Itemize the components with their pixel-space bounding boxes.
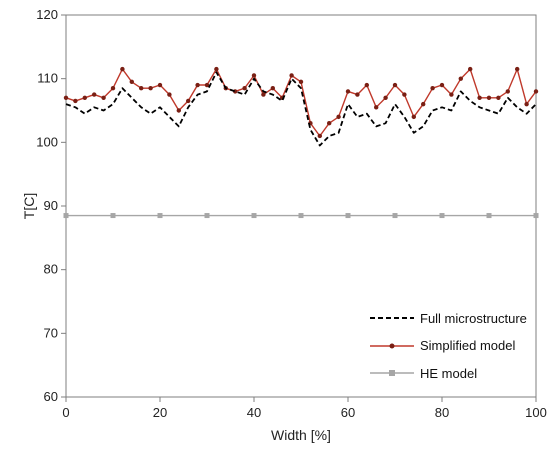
legend-marker-simplified-model [389, 343, 395, 349]
y-axis-title: T[C] [21, 193, 37, 219]
data-point-simplified-model [345, 89, 351, 94]
data-point-simplified-model [204, 82, 210, 88]
data-point-simplified-model [270, 86, 275, 91]
x-tick-label: 80 [435, 405, 449, 420]
data-point-simplified-model [73, 98, 78, 104]
data-point-he-model [251, 213, 257, 219]
series-layer [63, 66, 539, 219]
x-tick-label: 100 [525, 405, 547, 420]
data-point-he-model [533, 213, 539, 219]
data-point-simplified-model [92, 92, 97, 97]
data-point-simplified-model [101, 95, 106, 100]
y-tick-label: 60 [44, 389, 58, 404]
data-point-simplified-model [63, 95, 69, 100]
data-point-simplified-model [148, 86, 153, 91]
data-point-simplified-model [298, 79, 304, 85]
legend-label-full-microstructure: Full microstructure [420, 311, 527, 326]
legend: Full microstructure Simplified model HE … [370, 311, 527, 381]
data-point-simplified-model [120, 66, 125, 72]
data-point-simplified-model [364, 82, 369, 88]
legend-label-simplified-model: Simplified model [420, 338, 515, 353]
y-tick-label: 70 [44, 325, 58, 340]
data-point-simplified-model [214, 66, 219, 72]
data-point-he-model [204, 213, 210, 219]
data-point-simplified-model [383, 95, 388, 100]
x-tick-label: 20 [153, 405, 167, 420]
data-point-simplified-model [468, 66, 473, 72]
data-point-simplified-model [355, 92, 360, 97]
y-axis-ticks: 60 70 80 90 100 110 120 [36, 7, 66, 404]
y-tick-label: 90 [44, 198, 58, 213]
x-tick-label: 0 [62, 405, 69, 420]
data-point-simplified-model [157, 82, 163, 88]
data-point-simplified-model [402, 92, 407, 97]
data-point-simplified-model [139, 86, 144, 91]
data-point-simplified-model [251, 73, 257, 78]
x-axis-title: Width [%] [271, 427, 331, 443]
data-point-simplified-model [261, 92, 266, 97]
data-point-simplified-model [515, 66, 520, 72]
data-point-he-model [345, 213, 351, 219]
data-point-simplified-model [82, 95, 88, 100]
series-line-full-microstructure [65, 71, 537, 147]
data-point-simplified-model [486, 95, 492, 100]
data-point-simplified-model [430, 86, 435, 91]
legend-label-he-model: HE model [420, 366, 477, 381]
data-point-simplified-model [505, 89, 510, 94]
data-point-he-model [392, 213, 398, 219]
data-point-simplified-model [176, 108, 181, 113]
data-point-simplified-model [439, 82, 445, 88]
plot-area [65, 14, 537, 398]
data-point-simplified-model [524, 101, 529, 107]
data-point-simplified-model [242, 86, 247, 91]
y-tick-label: 110 [37, 71, 58, 86]
data-point-simplified-model [458, 76, 463, 81]
x-tick-label: 60 [341, 405, 355, 420]
data-point-simplified-model [496, 95, 501, 100]
data-point-simplified-model [110, 86, 116, 91]
y-tick-label: 80 [44, 262, 58, 277]
x-axis-ticks: 0 20 40 60 80 100 [62, 397, 547, 420]
legend-marker-he-model [389, 370, 395, 376]
data-point-simplified-model [129, 79, 134, 85]
data-point-simplified-model [392, 82, 398, 88]
data-point-he-model [439, 213, 445, 219]
x-tick-label: 40 [247, 405, 261, 420]
data-point-simplified-model [336, 114, 341, 120]
data-point-he-model [298, 213, 304, 219]
data-point-simplified-model [317, 133, 322, 139]
data-point-simplified-model [167, 92, 172, 97]
y-tick-label: 120 [36, 7, 58, 22]
data-point-he-model [110, 213, 116, 219]
data-point-simplified-model [477, 95, 482, 100]
data-point-simplified-model [411, 114, 416, 120]
data-point-simplified-model [327, 121, 332, 126]
data-point-he-model [63, 213, 69, 219]
data-point-simplified-model [374, 105, 379, 110]
y-tick-label: 100 [36, 134, 58, 149]
data-point-simplified-model [186, 98, 191, 104]
data-point-simplified-model [195, 82, 200, 88]
data-point-he-model [157, 213, 163, 219]
data-point-simplified-model [449, 92, 454, 97]
data-point-simplified-model [421, 101, 426, 107]
data-point-simplified-model [289, 73, 294, 78]
data-point-simplified-model [533, 89, 539, 94]
data-point-he-model [486, 213, 492, 219]
